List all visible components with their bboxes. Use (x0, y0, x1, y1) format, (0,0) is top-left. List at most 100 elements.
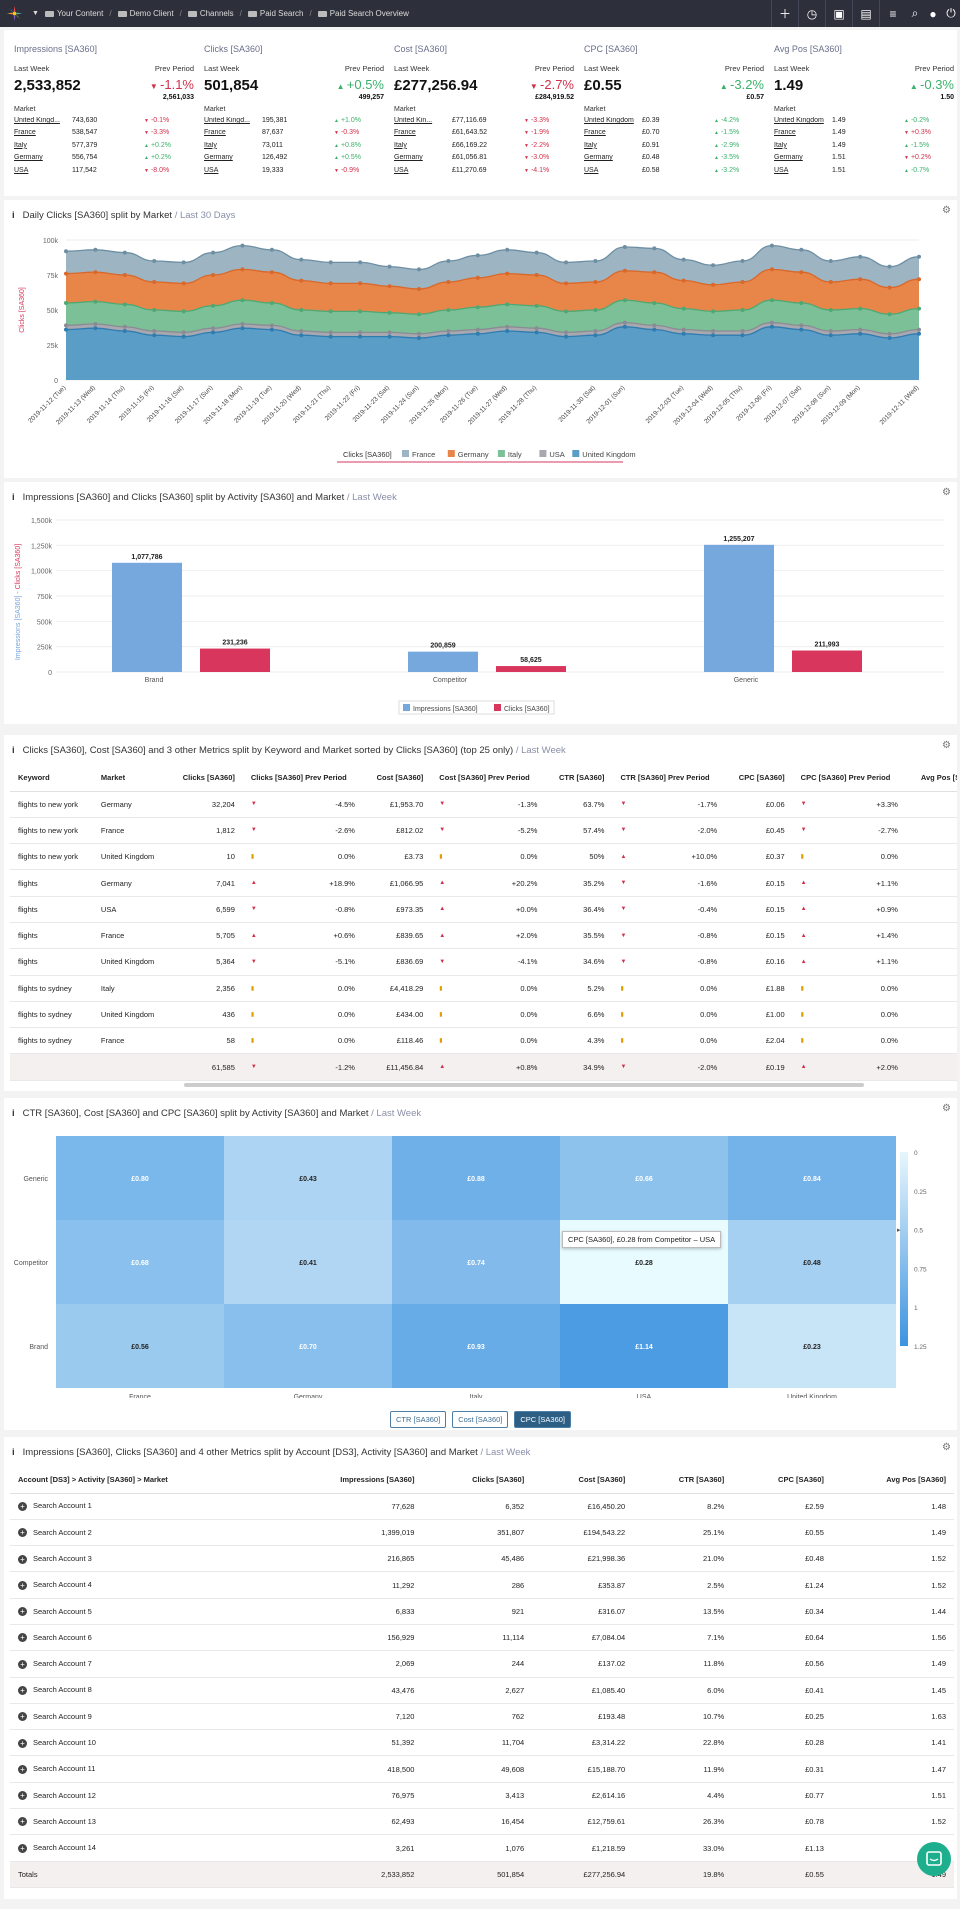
legend-item[interactable]: Italy (508, 450, 522, 459)
breadcrumb-item[interactable]: Channels / (187, 9, 242, 18)
data-point[interactable] (622, 324, 627, 329)
market-link[interactable]: Germany (204, 154, 233, 162)
heatmap-cell[interactable] (728, 1136, 896, 1220)
table-row[interactable]: flights to sydney Italy 2,356 ▮ 0.0% £4,418.2… (10, 975, 957, 1002)
data-point[interactable] (64, 323, 68, 328)
data-point[interactable] (93, 326, 98, 331)
power-icon[interactable]: ⏻ (946, 6, 956, 20)
heatmap-cell[interactable] (56, 1304, 224, 1388)
data-point[interactable] (740, 259, 745, 263)
expand-icon[interactable]: + (18, 1633, 27, 1643)
metric-toggle-button[interactable]: CPC [SA360] (514, 1411, 571, 1428)
horizontal-scrollbar[interactable] (184, 1083, 864, 1087)
market-link[interactable]: France (204, 129, 226, 137)
data-point[interactable] (387, 330, 392, 335)
data-point[interactable] (917, 306, 921, 311)
data-point[interactable] (593, 329, 598, 333)
data-point[interactable] (64, 327, 68, 332)
account-cell[interactable]: + Search Account 5 (10, 1598, 278, 1625)
data-point[interactable] (299, 257, 304, 262)
table-row[interactable]: flights to sydney France 58 ▮ 0.0% £118.46 ▮ 0.… (10, 1027, 957, 1055)
data-point[interactable] (769, 267, 774, 272)
data-point[interactable] (681, 327, 686, 332)
data-point[interactable] (269, 247, 274, 252)
data-point[interactable] (387, 264, 392, 269)
data-point[interactable] (122, 329, 127, 333)
table-row[interactable]: + Search Account 13 62,493 16,454 £12,759.61… (10, 1808, 954, 1836)
account-cell[interactable]: + Search Account 3 (10, 1545, 278, 1573)
gear-icon[interactable]: ⚙ (942, 1103, 951, 1114)
data-point[interactable] (446, 329, 451, 333)
data-point[interactable] (152, 308, 157, 312)
data-point[interactable] (652, 246, 657, 251)
column-header[interactable]: Market (92, 765, 169, 792)
column-header[interactable]: Keyword (10, 765, 93, 792)
data-point[interactable] (240, 322, 245, 326)
heatmap-cell[interactable] (728, 1220, 896, 1304)
breadcrumb-label[interactable]: Paid Search Overview (329, 9, 409, 18)
data-point[interactable] (887, 336, 892, 340)
data-point[interactable] (917, 277, 921, 282)
data-point[interactable] (416, 336, 421, 340)
info-icon[interactable]: i (12, 1447, 15, 1458)
area-series-united-kingdom[interactable] (66, 326, 919, 380)
market-link[interactable]: Germany (584, 154, 613, 162)
data-point[interactable] (446, 259, 451, 263)
expand-icon[interactable]: + (18, 1817, 27, 1827)
data-point[interactable] (387, 334, 392, 339)
info-icon[interactable]: i (12, 210, 15, 221)
data-point[interactable] (240, 243, 245, 248)
menu-caret-icon[interactable]: ▼ (32, 10, 39, 17)
data-point[interactable] (358, 334, 363, 339)
expand-icon[interactable]: + (18, 1685, 27, 1695)
data-point[interactable] (211, 326, 216, 331)
data-point[interactable] (799, 247, 804, 252)
data-point[interactable] (446, 308, 451, 312)
data-point[interactable] (887, 264, 892, 269)
market-link[interactable]: Italy (14, 141, 27, 149)
data-point[interactable] (416, 287, 421, 291)
data-point[interactable] (122, 273, 127, 277)
data-point[interactable] (240, 298, 245, 303)
table-row[interactable]: + Search Account 1 77,628 6,352 £16,450.20 8.… (10, 1493, 954, 1520)
market-link[interactable]: United Kingd... (14, 117, 60, 124)
data-point[interactable] (740, 280, 745, 284)
data-point[interactable] (211, 273, 216, 277)
data-point[interactable] (505, 324, 510, 329)
data-point[interactable] (711, 263, 716, 268)
table-total-row[interactable]: 61,585 ▼ -1.2% £11,456.84 ▲ +0.8% 34.9% ▼ -2.0% £… (10, 1053, 957, 1081)
metric-toggle-button[interactable]: Cost [SA360] (452, 1411, 509, 1428)
heatmap-cell[interactable] (392, 1304, 560, 1388)
breadcrumb-item[interactable]: Your Content / (44, 9, 112, 18)
market-link[interactable]: France (584, 129, 606, 137)
table-row[interactable]: + Search Account 7 2,069 244 £137.02 11.8% £0.… (10, 1650, 954, 1678)
column-header[interactable]: Clicks [SA360] (168, 765, 243, 792)
table-row[interactable]: + Search Account 10 51,392 11,704 £3,314.22 2… (10, 1729, 954, 1757)
market-link[interactable]: Italy (584, 141, 597, 149)
column-header[interactable]: CTR [SA360] Prev Period (612, 765, 726, 792)
info-icon[interactable]: i (12, 1108, 15, 1119)
account-cell[interactable]: + Search Account 8 (10, 1677, 278, 1704)
data-point[interactable] (534, 250, 539, 255)
data-point[interactable] (181, 260, 186, 265)
breadcrumb-item[interactable]: Paid Search / (247, 9, 312, 18)
data-point[interactable] (152, 329, 157, 333)
data-point[interactable] (64, 271, 68, 276)
user-icon[interactable]: ● (929, 6, 937, 21)
data-point[interactable] (652, 301, 657, 305)
data-point[interactable] (711, 309, 716, 314)
account-cell[interactable]: + Search Account 7 (10, 1650, 278, 1678)
account-cell[interactable]: + Search Account 9 (10, 1703, 278, 1731)
legend-item[interactable]: France (412, 450, 435, 459)
data-point[interactable] (505, 271, 510, 276)
data-point[interactable] (622, 320, 627, 325)
data-point[interactable] (240, 326, 245, 331)
data-point[interactable] (858, 331, 863, 336)
data-point[interactable] (828, 333, 833, 338)
chat-button[interactable] (917, 1842, 951, 1876)
breadcrumb-label[interactable]: Your Content (56, 9, 104, 18)
legend-item[interactable]: Germany (458, 450, 489, 459)
data-point[interactable] (299, 308, 304, 312)
data-point[interactable] (358, 281, 363, 286)
app-logo[interactable] (6, 5, 23, 22)
